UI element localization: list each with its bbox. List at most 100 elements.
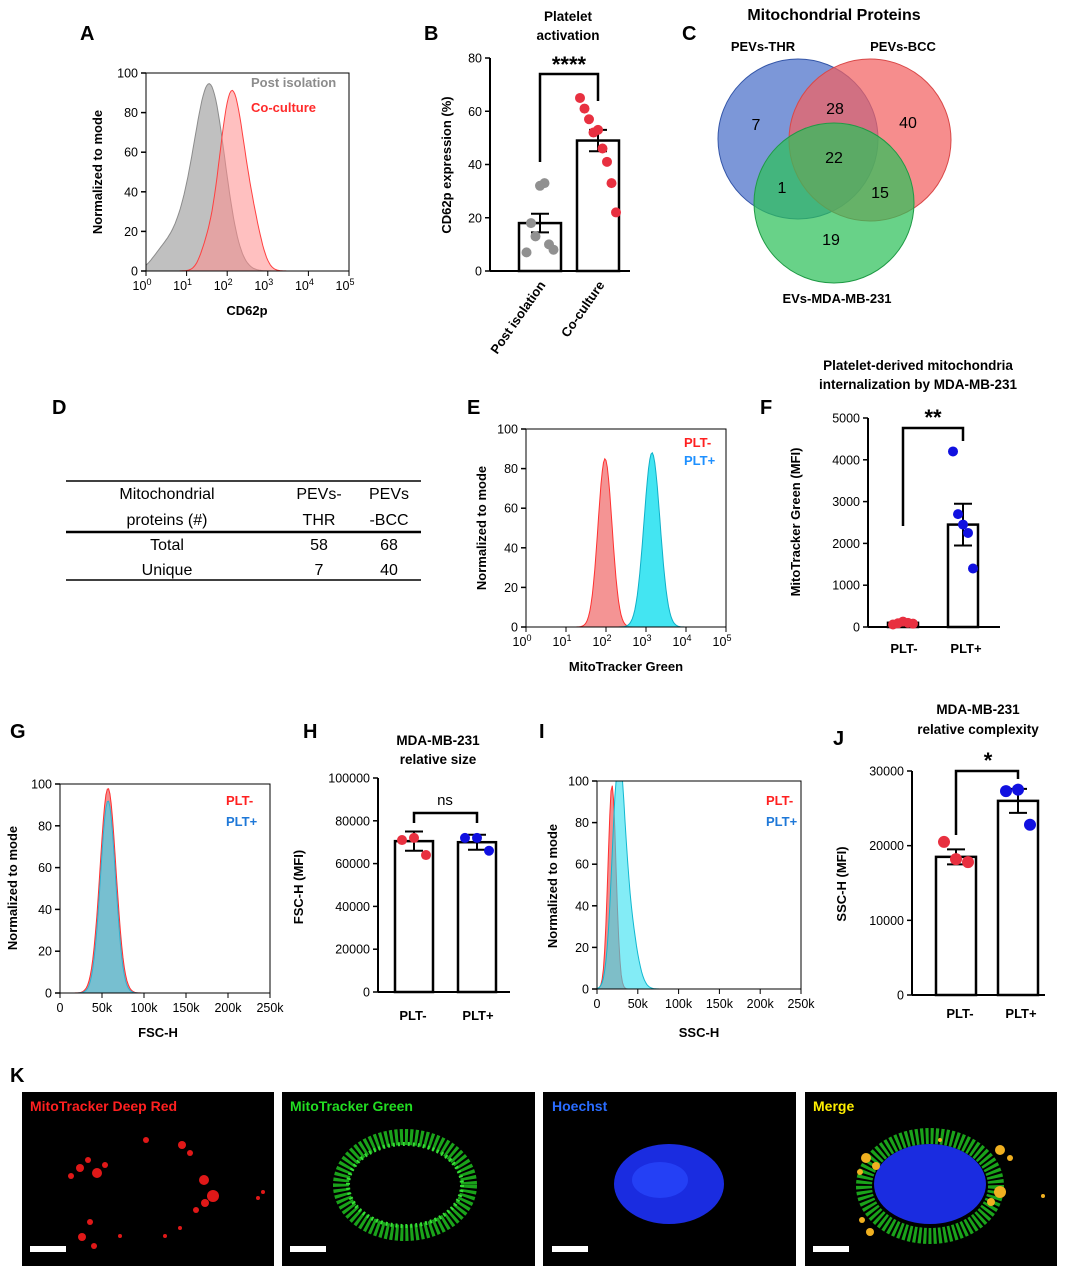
table-header-col3-line2: -BCC bbox=[369, 512, 408, 529]
panel-e-ylabel: Normalized to mode bbox=[474, 466, 489, 590]
panel-e-x-ticklabel: 102 bbox=[593, 633, 612, 649]
panel-f-xtick-pltminus: PLT- bbox=[890, 641, 917, 656]
panel-a: A 0 20 40 60 80 100 100 101 102 103 104 105 Post i… bbox=[80, 23, 354, 318]
panel-j-y-ticklabel: 0 bbox=[897, 989, 904, 1003]
panel-b-title-line2: activation bbox=[536, 28, 599, 43]
legend-i-plt-plus: PLT+ bbox=[766, 814, 798, 829]
panel-f-point bbox=[968, 563, 978, 574]
panel-i-x-ticklabel: 100k bbox=[665, 997, 693, 1011]
panel-a-x-ticklabel: 102 bbox=[214, 277, 233, 293]
panel-h: H MDA-MB-231 relative size FSC-H (MFI) 0… bbox=[291, 721, 510, 1023]
panel-a-xlabel: CD62p bbox=[226, 303, 267, 318]
panel-h-y-ticklabel: 40000 bbox=[335, 900, 370, 914]
panel-g-letter: G bbox=[10, 721, 26, 743]
panel-h-xtick-pltminus: PLT- bbox=[399, 1008, 426, 1023]
panel-g-x-ticklabel: 0 bbox=[57, 1001, 64, 1015]
panel-i-x-ticklabel: 0 bbox=[594, 997, 601, 1011]
table-row-total-bcc: 68 bbox=[380, 537, 398, 554]
panel-f-title-line1: Platelet-derived mitochondria bbox=[823, 358, 1013, 373]
panel-j-xtick-pltminus: PLT- bbox=[946, 1006, 973, 1021]
panel-g-xticks: 0 50k 100k 150k 200k 250k bbox=[57, 993, 284, 1015]
panel-a-x-ticklabel: 104 bbox=[295, 277, 314, 293]
table-header-col1-line1: Mitochondrial bbox=[119, 486, 214, 503]
panel-j-point bbox=[950, 853, 962, 866]
panel-a-y-ticklabel: 100 bbox=[117, 67, 138, 81]
panel-b-point bbox=[521, 247, 532, 258]
legend-post-isolation: Post isolation bbox=[251, 75, 336, 90]
micrograph-merge: Merge bbox=[805, 1092, 1057, 1266]
panel-i-frame bbox=[596, 780, 802, 990]
legend-co-culture: Co-culture bbox=[251, 100, 316, 115]
merge-colocalized-puncta bbox=[857, 1138, 1045, 1236]
panel-h-bar-0 bbox=[393, 839, 435, 994]
legend-i-plt-minus: PLT- bbox=[766, 793, 793, 808]
panel-b-y-ticklabel: 60 bbox=[468, 105, 482, 119]
panel-e-xticks: 100 101 102 103 104 105 bbox=[513, 627, 731, 649]
panel-h-title-line2: relative size bbox=[400, 752, 477, 767]
venn-circle-evs-mda bbox=[753, 122, 915, 284]
panel-f-title-line2: internalization by MDA-MB-231 bbox=[819, 377, 1018, 392]
table-row-unique-bcc: 40 bbox=[380, 562, 398, 579]
panel-j-point bbox=[1012, 783, 1024, 796]
panel-e-x-ticklabel: 101 bbox=[553, 633, 572, 649]
panel-e-y-ticklabel: 40 bbox=[504, 541, 518, 555]
table-row-total-thr: 58 bbox=[310, 537, 328, 554]
panel-d-letter: D bbox=[52, 397, 66, 419]
panel-b-point bbox=[606, 178, 617, 189]
panel-a-xticks: 100 101 102 103 104 105 bbox=[133, 271, 354, 293]
panel-a-x-ticklabel: 101 bbox=[173, 277, 192, 293]
panel-j-yticks: 0 10000 20000 30000 bbox=[869, 765, 912, 1003]
micrograph-green: MitoTracker Green bbox=[282, 1092, 535, 1266]
scale-bar bbox=[552, 1246, 588, 1252]
panel-b-y-ticklabel: 20 bbox=[468, 211, 482, 225]
legend-plt-plus: PLT+ bbox=[684, 453, 716, 468]
deep-red-puncta bbox=[68, 1137, 265, 1249]
legend-g-plt-plus: PLT+ bbox=[226, 814, 258, 829]
panel-j-point bbox=[962, 856, 974, 869]
panel-g-ylabel: Normalized to mode bbox=[5, 826, 20, 950]
panel-a-y-ticklabel: 0 bbox=[131, 265, 138, 279]
panel-b-letter: B bbox=[424, 23, 438, 45]
table-row-unique-thr: 7 bbox=[315, 562, 324, 579]
panel-g-x-ticklabel: 200k bbox=[214, 1001, 242, 1015]
table-row-total-label: Total bbox=[150, 537, 184, 554]
panel-j-point bbox=[1000, 785, 1012, 798]
panel-a-x-ticklabel: 103 bbox=[254, 277, 273, 293]
panel-b: B Platelet activation CD62p expression (… bbox=[424, 9, 630, 357]
panel-b-point bbox=[597, 143, 608, 154]
panel-b-bar-1 bbox=[575, 139, 621, 273]
panel-i-letter: I bbox=[539, 721, 545, 743]
panel-i-yticks: 0 20 40 60 80 100 bbox=[568, 775, 597, 997]
panel-i-y-ticklabel: 100 bbox=[568, 775, 589, 789]
panel-i-y-ticklabel: 80 bbox=[575, 816, 589, 830]
panel-k: K MitoTracker Deep Red MitoTracker Green bbox=[10, 1065, 1057, 1266]
panel-f-point bbox=[908, 618, 918, 629]
panel-g-y-ticklabel: 0 bbox=[45, 987, 52, 1001]
panel-b-point bbox=[575, 92, 585, 103]
panel-h-yticks: 0 20000 40000 60000 80000 100000 bbox=[328, 772, 378, 1000]
panel-a-x-ticklabel: 100 bbox=[133, 277, 152, 293]
panel-f-point bbox=[958, 519, 968, 530]
panel-e-yticks: 0 20 40 60 80 100 bbox=[497, 423, 526, 635]
panel-f-y-ticklabel: 0 bbox=[853, 621, 860, 635]
micrograph-green-bg bbox=[282, 1092, 535, 1266]
panel-i-x-ticklabel: 200k bbox=[747, 997, 775, 1011]
panel-f-ylabel: MitoTracker Green (MFI) bbox=[788, 448, 803, 597]
legend-plt-minus: PLT- bbox=[684, 435, 711, 450]
panel-e-frame bbox=[525, 428, 727, 628]
panel-c-letter: C bbox=[682, 23, 696, 45]
panel-f-point bbox=[948, 446, 958, 457]
panel-i-y-ticklabel: 0 bbox=[582, 983, 589, 997]
histogram-ssc-plt-plus bbox=[596, 780, 801, 990]
panel-h-y-ticklabel: 20000 bbox=[335, 943, 370, 957]
panel-c: C Mitochondrial Proteins PEVs-THR PEVs-B… bbox=[682, 7, 952, 306]
scale-bar bbox=[30, 1246, 66, 1252]
panel-b-point bbox=[602, 156, 612, 167]
panel-j-point bbox=[1024, 818, 1036, 831]
panel-h-point bbox=[472, 832, 482, 843]
legend-g-plt-minus: PLT- bbox=[226, 793, 253, 808]
panel-i-ylabel: Normalized to mode bbox=[545, 824, 560, 948]
panel-j-y-ticklabel: 30000 bbox=[869, 765, 904, 779]
table-header-col2-line2: THR bbox=[303, 512, 336, 529]
panel-h-y-ticklabel: 60000 bbox=[335, 857, 370, 871]
